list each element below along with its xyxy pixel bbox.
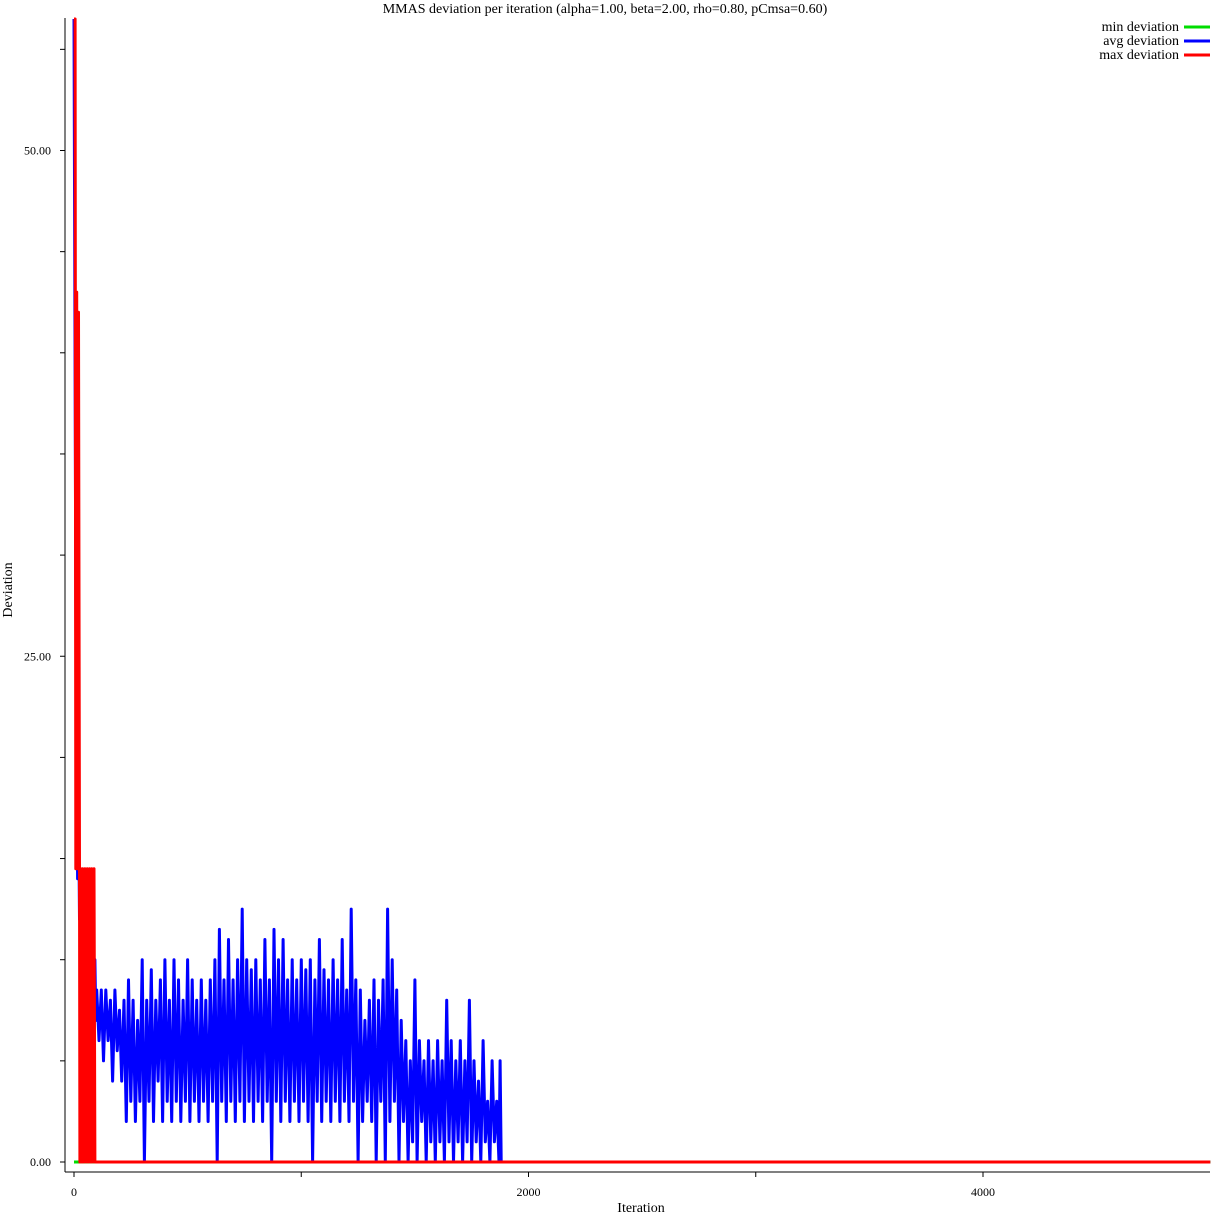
x-tick-label: 2000 xyxy=(517,1185,541,1199)
y-axis-title: Deviation xyxy=(1,562,16,617)
legend-label: max deviation xyxy=(1099,48,1179,63)
legend: min deviation avg deviation max deviatio… xyxy=(1099,20,1210,63)
x-tick-label: 0 xyxy=(71,1185,77,1199)
series-line-avg-deviation xyxy=(72,18,1211,1164)
y-tick-label: 0.00 xyxy=(30,1155,51,1169)
y-tick-label: 50.00 xyxy=(24,144,51,158)
x-tick-label: 4000 xyxy=(971,1185,995,1199)
x-ticks: 0 2000 4000 xyxy=(71,1172,995,1199)
x-axis-title: Iteration xyxy=(617,1201,664,1216)
series-layer xyxy=(72,17,1211,1164)
y-tick-label: 25.00 xyxy=(24,649,51,663)
plot-area xyxy=(64,18,1210,1173)
legend-label: avg deviation xyxy=(1103,34,1179,49)
chart-title: MMAS deviation per iteration (alpha=1.00… xyxy=(383,2,828,17)
y-ticks: 0.00 25.00 50.00 xyxy=(24,48,65,1169)
series-line-max-deviation xyxy=(73,17,1211,1164)
legend-label: min deviation xyxy=(1102,20,1179,35)
